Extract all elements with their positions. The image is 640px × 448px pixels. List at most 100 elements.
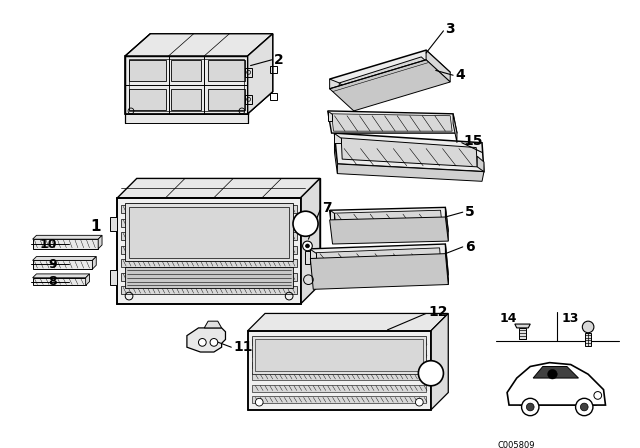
Polygon shape <box>330 210 335 220</box>
Polygon shape <box>109 217 118 232</box>
Bar <box>270 93 276 100</box>
Bar <box>170 89 202 110</box>
Bar <box>244 68 253 77</box>
Text: 14: 14 <box>424 368 438 378</box>
Polygon shape <box>335 133 341 143</box>
Circle shape <box>303 241 312 251</box>
Text: 5: 5 <box>465 205 474 219</box>
Bar <box>244 95 253 104</box>
Bar <box>253 336 426 374</box>
Polygon shape <box>515 324 531 328</box>
Polygon shape <box>332 114 452 131</box>
Polygon shape <box>337 164 484 181</box>
Bar <box>253 385 426 392</box>
Circle shape <box>293 211 318 236</box>
Polygon shape <box>125 114 248 124</box>
Polygon shape <box>187 328 225 352</box>
Circle shape <box>594 392 602 399</box>
Text: 2: 2 <box>274 53 284 67</box>
Circle shape <box>210 339 218 346</box>
Circle shape <box>522 398 539 416</box>
Bar <box>253 362 426 368</box>
Bar <box>270 65 276 73</box>
Bar <box>208 60 244 81</box>
Circle shape <box>526 403 534 411</box>
Polygon shape <box>310 254 448 289</box>
Polygon shape <box>310 249 316 258</box>
Polygon shape <box>453 114 457 143</box>
Polygon shape <box>248 314 448 331</box>
Polygon shape <box>431 314 448 410</box>
Circle shape <box>582 321 594 333</box>
Polygon shape <box>33 274 90 278</box>
Polygon shape <box>330 207 448 234</box>
Polygon shape <box>248 34 273 114</box>
Bar <box>129 60 166 81</box>
Polygon shape <box>335 143 337 173</box>
Bar <box>305 251 310 264</box>
Polygon shape <box>125 92 273 114</box>
Text: 7: 7 <box>322 201 332 215</box>
Text: 6: 6 <box>465 240 474 254</box>
Bar <box>253 396 426 403</box>
Polygon shape <box>33 239 98 249</box>
Polygon shape <box>310 244 448 280</box>
Bar <box>125 267 293 289</box>
Polygon shape <box>426 50 450 82</box>
Text: 13: 13 <box>299 219 312 229</box>
Polygon shape <box>33 235 102 239</box>
Polygon shape <box>335 210 442 233</box>
Polygon shape <box>445 244 448 284</box>
Circle shape <box>548 370 557 379</box>
Polygon shape <box>316 248 442 277</box>
Circle shape <box>198 339 206 346</box>
Polygon shape <box>533 366 579 378</box>
Text: 3: 3 <box>445 22 455 36</box>
Bar <box>255 339 423 371</box>
Polygon shape <box>507 362 605 405</box>
Bar <box>122 286 297 294</box>
Polygon shape <box>341 138 477 167</box>
Bar <box>253 350 426 357</box>
Polygon shape <box>339 57 440 99</box>
Text: 4: 4 <box>455 68 465 82</box>
Bar <box>129 207 289 258</box>
Text: 14: 14 <box>499 312 517 325</box>
Polygon shape <box>125 34 273 56</box>
Bar <box>122 273 297 280</box>
Text: 8: 8 <box>48 275 57 288</box>
Circle shape <box>255 398 263 406</box>
Polygon shape <box>328 111 457 133</box>
Bar <box>318 263 347 272</box>
Polygon shape <box>328 111 332 121</box>
Polygon shape <box>248 34 273 114</box>
Polygon shape <box>98 235 102 249</box>
Polygon shape <box>109 270 118 284</box>
Polygon shape <box>92 257 96 269</box>
Polygon shape <box>477 156 484 172</box>
Polygon shape <box>33 257 96 260</box>
Polygon shape <box>248 331 431 410</box>
Circle shape <box>305 244 309 248</box>
Text: 9: 9 <box>48 258 57 271</box>
Polygon shape <box>301 178 320 304</box>
Polygon shape <box>86 274 90 285</box>
Polygon shape <box>33 260 92 269</box>
Text: 13: 13 <box>561 312 579 325</box>
Polygon shape <box>330 217 448 244</box>
Bar <box>253 339 426 345</box>
Circle shape <box>415 398 423 406</box>
Bar <box>253 373 426 380</box>
Circle shape <box>419 361 444 386</box>
Bar <box>122 219 297 227</box>
Polygon shape <box>330 79 339 93</box>
Bar <box>122 246 297 254</box>
Bar <box>585 333 591 346</box>
Polygon shape <box>118 198 301 304</box>
Polygon shape <box>125 56 248 114</box>
Bar <box>129 89 166 110</box>
Polygon shape <box>330 60 450 111</box>
Bar <box>518 328 526 340</box>
Text: 15: 15 <box>464 134 483 148</box>
Bar <box>125 203 293 261</box>
